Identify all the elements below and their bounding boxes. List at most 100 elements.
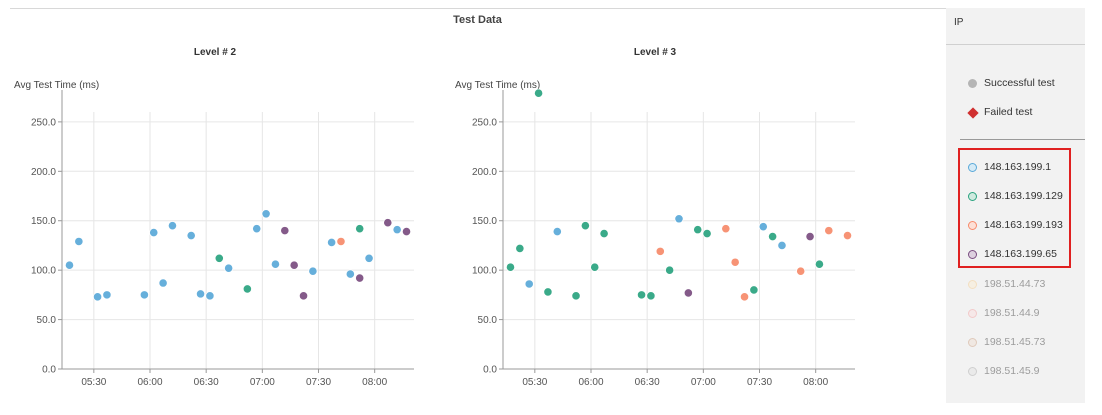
data-point — [336, 236, 346, 247]
x-tick-label: 05:30 — [81, 377, 106, 388]
ip-header: IP — [946, 8, 1085, 45]
data-point — [139, 290, 149, 300]
data-point — [364, 253, 374, 263]
y-axis-label: Avg Test Time (ms) — [455, 80, 541, 91]
circle-icon — [968, 250, 977, 259]
x-tick-label: 06:30 — [194, 377, 219, 388]
data-point — [702, 228, 712, 239]
y-axis-label: Avg Test Time (ms) — [14, 80, 100, 91]
x-tick-label: 06:00 — [578, 377, 603, 388]
ip-label: 148.163.199.129 — [984, 190, 1063, 202]
data-point — [205, 291, 215, 301]
legend-divider — [960, 139, 1085, 140]
data-point — [805, 231, 815, 242]
circle-icon — [968, 338, 977, 347]
data-point — [552, 227, 562, 237]
circle-icon — [968, 221, 977, 230]
ip-label: 198.51.44.9 — [984, 307, 1040, 319]
data-point — [571, 291, 581, 301]
circle-icon — [968, 192, 977, 201]
ip-label: 198.51.45.73 — [984, 336, 1046, 348]
data-point — [242, 284, 252, 294]
data-point — [270, 259, 281, 269]
data-point — [149, 227, 159, 238]
data-point — [158, 278, 168, 288]
data-point — [355, 273, 365, 283]
data-point — [515, 243, 525, 254]
ip-label: 148.163.199.65 — [984, 248, 1057, 260]
x-tick-label: 06:00 — [137, 377, 162, 388]
ip-label: 148.163.199.193 — [984, 219, 1063, 231]
y-tick-label: 100.0 — [472, 266, 497, 277]
x-tick-label: 08:00 — [362, 377, 387, 388]
y-tick-label: 150.0 — [31, 216, 56, 227]
data-point — [505, 262, 516, 272]
data-point — [580, 221, 590, 231]
x-tick-label: 07:00 — [250, 377, 275, 388]
circle-icon — [968, 309, 977, 318]
data-point — [252, 224, 262, 234]
data-point — [261, 209, 271, 219]
data-point — [383, 218, 393, 228]
data-point — [693, 225, 703, 235]
data-point — [533, 88, 544, 98]
data-point — [636, 290, 647, 300]
circle-icon — [968, 367, 977, 376]
data-point — [543, 287, 553, 297]
diamond-icon — [967, 107, 979, 119]
data-point — [655, 246, 665, 256]
data-point — [674, 214, 684, 224]
selected-ips-highlight — [958, 148, 1071, 268]
data-point — [92, 292, 103, 302]
data-point — [590, 262, 600, 272]
y-tick-label: 200.0 — [472, 167, 497, 178]
ip-legend-panel: IP Successful test Failed test 148.163.1… — [946, 8, 1085, 403]
data-point — [749, 285, 759, 295]
legend-label: Successful test — [984, 77, 1055, 89]
data-point — [195, 289, 206, 299]
y-tick-label: 150.0 — [472, 216, 497, 227]
data-point — [280, 226, 290, 236]
y-tick-label: 100.0 — [31, 266, 56, 277]
page-title: Test Data — [453, 14, 502, 26]
data-point — [842, 230, 853, 241]
x-tick-label: 07:00 — [691, 377, 716, 388]
data-point — [224, 263, 234, 273]
data-point — [355, 224, 365, 234]
data-point — [214, 253, 224, 263]
data-point — [646, 291, 656, 301]
data-point — [327, 237, 337, 248]
data-point — [721, 224, 731, 234]
top-divider — [10, 8, 1085, 9]
data-point — [401, 227, 412, 237]
data-point — [768, 231, 778, 242]
legend-label: Failed test — [984, 106, 1033, 118]
data-point — [739, 292, 750, 302]
data-point — [683, 288, 693, 298]
y-tick-label: 50.0 — [478, 315, 498, 326]
data-point — [814, 259, 825, 269]
x-tick-label: 07:30 — [747, 377, 772, 388]
data-point — [308, 266, 318, 276]
data-point — [524, 279, 534, 289]
y-tick-label: 250.0 — [472, 117, 497, 128]
y-tick-label: 200.0 — [31, 167, 56, 178]
x-tick-label: 08:00 — [803, 377, 828, 388]
chart-plot: 0.0 50.0 100.0 150.0 200.0 250.0 05:30 06:00 06:… — [31, 90, 414, 388]
ip-label: 198.51.44.73 — [984, 278, 1046, 290]
x-tick-label: 07:30 — [306, 377, 331, 388]
data-point — [824, 226, 834, 236]
data-point — [64, 260, 75, 270]
data-point — [796, 266, 806, 276]
data-point — [758, 222, 768, 232]
data-point — [289, 260, 299, 270]
data-point — [599, 228, 609, 239]
y-tick-label: 50.0 — [37, 315, 57, 326]
y-tick-label: 0.0 — [42, 365, 56, 376]
data-point — [186, 230, 196, 241]
chart-title: Level # 2 — [193, 47, 237, 58]
y-tick-label: 250.0 — [31, 117, 56, 128]
ip-label: 148.163.199.1 — [984, 161, 1052, 173]
chart-plot: 0.0 50.0 100.0 150.0 200.0 250.0 05:30 06:00 06:… — [472, 88, 855, 388]
data-point — [665, 265, 675, 275]
